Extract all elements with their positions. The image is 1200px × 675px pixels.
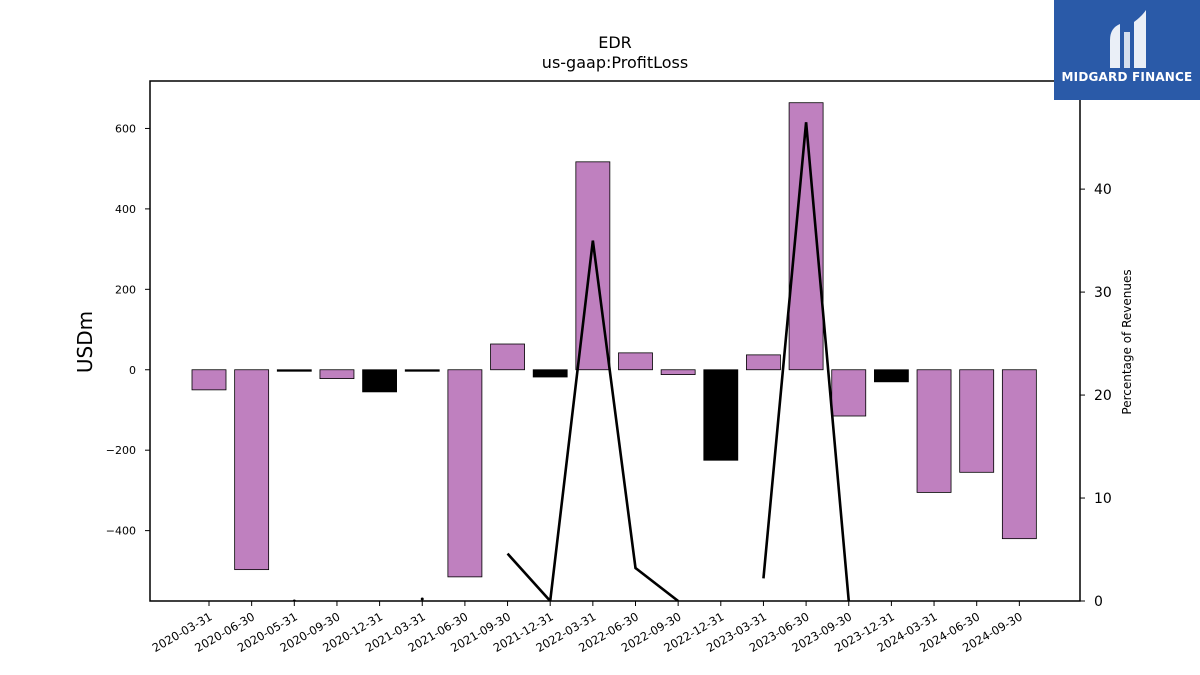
y2-axis-label: Percentage of Revenues	[1120, 269, 1134, 414]
y2-tick-label: 20	[1094, 388, 1112, 404]
y-tick-label: 0	[129, 364, 136, 377]
y-tick-label: 400	[115, 203, 136, 216]
line-segment-2	[506, 240, 679, 601]
bar-2024-06-30	[959, 369, 995, 473]
bar-2022-12-31	[703, 369, 739, 461]
logo-mark-icon	[1110, 10, 1146, 68]
bar-2024-03-31	[916, 369, 952, 493]
y-tick-label: 600	[115, 122, 136, 135]
bar-2023-09-30	[831, 369, 867, 417]
y2-tick-label: 40	[1094, 182, 1112, 198]
bar-2024-09-30	[1001, 369, 1037, 540]
bar-2020-09-30	[319, 369, 355, 380]
bar-2021-09-30	[490, 343, 525, 371]
bar-2020-03-31	[191, 369, 227, 391]
bar-2020-12-31	[362, 369, 398, 393]
y2-tick-label: 30	[1094, 285, 1112, 301]
bar-2023-12-31	[874, 369, 909, 383]
chart-subtitle: us-gaap:ProfitLoss	[542, 53, 688, 72]
bar-2021-06-30	[447, 369, 483, 578]
plot-frame	[149, 80, 1081, 602]
line-segment-3	[762, 122, 851, 601]
y2-tick-label: 10	[1094, 491, 1112, 507]
bar-2020-06-30	[234, 369, 270, 571]
bar-2023-03-31	[746, 354, 781, 371]
y2-tick-label: 0	[1094, 594, 1103, 610]
y-tick-label: −400	[106, 525, 136, 538]
bar-2021-12-31	[532, 369, 568, 378]
bar-2022-06-30	[618, 352, 653, 371]
midgard-finance-logo: MIDGARD FINANCE	[1054, 0, 1200, 100]
logo-text: MIDGARD FINANCE	[1061, 70, 1193, 84]
y-tick-label: 200	[115, 283, 136, 296]
line-point	[420, 597, 424, 601]
chart-title: EDR	[598, 33, 632, 52]
y-axis-label: USDm	[73, 311, 97, 373]
bar-2020-05-31	[276, 369, 312, 372]
bar-2022-09-30	[660, 369, 696, 375]
bar-2021-03-31	[404, 369, 440, 372]
y-tick-label: −200	[106, 444, 136, 457]
